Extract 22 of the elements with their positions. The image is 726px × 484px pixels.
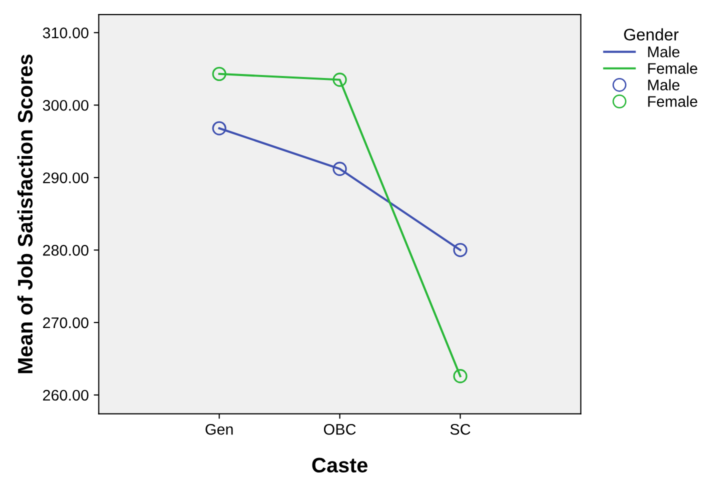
y-tick-label: 270.00 — [43, 317, 88, 328]
point — [212, 121, 226, 136]
point — [453, 242, 468, 258]
y-tick-label: 290.00 — [43, 172, 88, 184]
y-tick-label: 310.00 — [42, 28, 88, 38]
x-axis-title: Caste — [312, 458, 368, 473]
point — [332, 162, 347, 176]
text: Female — [648, 96, 698, 107]
legend-label: Male — [648, 79, 680, 90]
y-tick-label: 280.00 — [43, 244, 88, 256]
y-tick-label: 260.00 — [43, 390, 88, 401]
point — [212, 66, 226, 82]
x-tick-label: OBC — [324, 424, 356, 435]
point — [332, 72, 347, 87]
y-axis-title: Mean of Job Satisfaction Scores — [17, 54, 33, 374]
legend-label: Female — [648, 62, 698, 74]
x-tick-label: Gen — [206, 424, 233, 435]
y-tick-label: 300.00 — [42, 100, 88, 111]
legend-title: Gender — [624, 28, 679, 41]
x-tick-label: SC — [450, 424, 470, 435]
point — [453, 369, 468, 384]
text: Male — [648, 46, 680, 58]
